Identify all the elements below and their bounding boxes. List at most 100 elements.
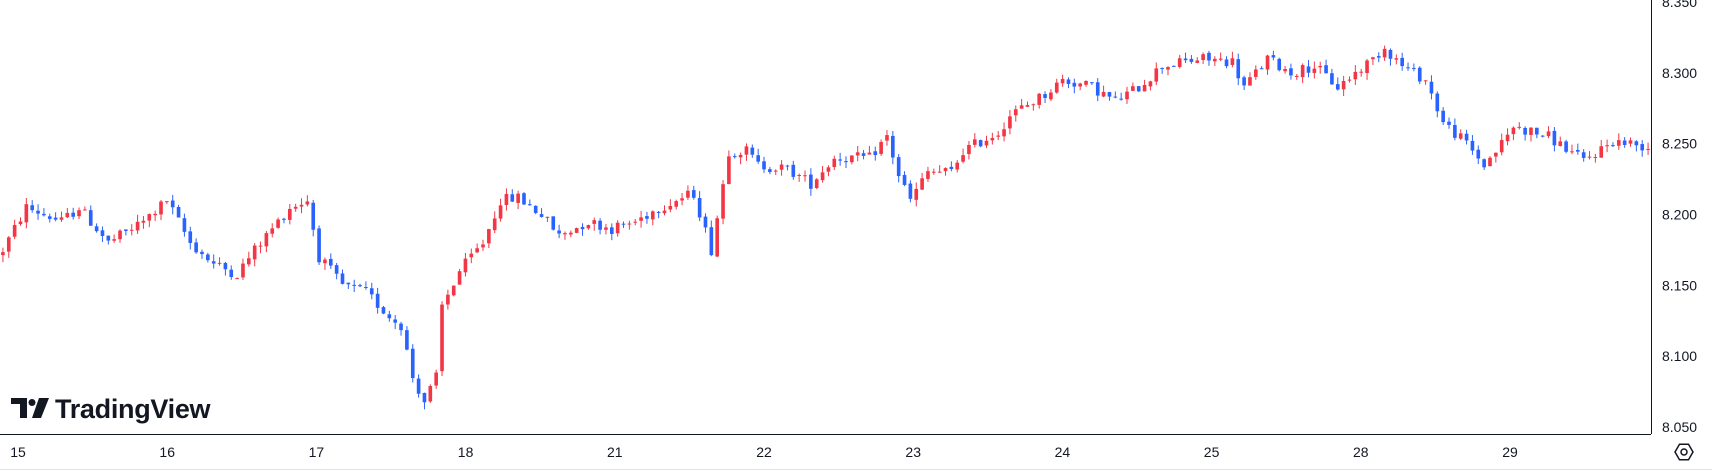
candle-body [241,263,245,278]
candle-body [598,220,602,230]
candle-body [686,190,690,198]
candle-body [721,184,725,219]
candle-body [563,233,567,235]
candle-body [410,348,415,379]
candle-body [1382,48,1387,58]
y-tick-label: 8.100 [1662,348,1697,364]
x-tick-label: 28 [1353,444,1369,460]
candle-body [1160,67,1164,69]
candle-body [1253,69,1258,77]
candle-body [223,262,228,270]
candle-body [504,193,509,206]
candle-body [1587,156,1592,158]
candle-body [1599,146,1604,158]
candle-body [592,220,597,224]
candle-body [1511,127,1516,135]
candle-body [176,207,181,218]
candle-body [1470,140,1475,151]
settings-button[interactable] [1668,440,1700,468]
candle-body [1283,69,1287,72]
candle-body [1,252,5,256]
tradingview-logo-icon [11,398,49,418]
candle-body [346,282,351,285]
candle-body [1136,86,1141,92]
y-tick-label: 8.250 [1662,136,1697,152]
candle-body [633,221,638,223]
candle-body [498,205,503,219]
candle-body [1008,116,1012,129]
candle-body [902,174,907,185]
candle-body [258,245,263,247]
candle-body [1084,80,1088,85]
candle-body [323,259,327,264]
candle-body [785,165,790,167]
candle-body [1236,59,1241,79]
candle-body [715,218,720,257]
candle-body [1523,127,1527,135]
candle-body [674,201,679,207]
candle-body [1213,58,1217,62]
candle-body [539,214,544,217]
candle-body [135,221,140,231]
candle-body [481,244,485,248]
candle-body [1142,85,1147,92]
candle-body [369,288,374,295]
candle-body [1447,121,1451,125]
candle-body [1388,49,1393,59]
candle-body [931,171,936,173]
candle-body [680,198,684,201]
candle-body [873,151,878,156]
candle-body [1353,71,1358,80]
candle-body [1131,86,1135,91]
candle-body [978,140,983,147]
candle-body [141,220,146,223]
candle-body [1546,131,1551,137]
candle-body [1324,65,1328,74]
candle-body [1066,79,1071,84]
candle-body [1049,92,1053,100]
candle-body [124,229,128,231]
candle-body [1177,58,1182,67]
candle-body [727,156,731,185]
x-tick-label: 18 [458,444,474,460]
candle-body [352,284,357,286]
candle-body [615,222,620,234]
candle-body [990,137,995,141]
candle-body [1581,152,1586,158]
candle-body [896,157,901,177]
candle-body [762,161,766,170]
candle-body [1429,81,1434,94]
candle-body [153,213,157,216]
candle-body [1453,124,1457,138]
candle-body [627,223,632,225]
candle-body [6,237,11,252]
candle-body [59,217,64,220]
candle-body [252,245,257,260]
candle-body [768,169,772,173]
candle-body [1019,105,1024,109]
candle-body [937,171,942,173]
candle-body [1172,65,1176,67]
candle-body [522,193,526,205]
candle-body [1189,58,1194,62]
candle-body [282,218,286,220]
candle-body [1119,98,1123,100]
candle-body [1529,127,1533,135]
candle-body [334,265,339,274]
candle-body [1306,66,1311,73]
candle-body [1423,80,1428,82]
candle-body [838,159,842,161]
candle-body [779,164,784,170]
candle-body [1218,58,1223,60]
candle-body [293,206,298,209]
candle-body [1341,80,1346,90]
candle-body [914,188,919,200]
y-axis-ticks: 8.050 8.100 8.150 8.200 8.250 8.300 8.350 [1662,0,1697,435]
candle-body [305,201,310,205]
candle-body [1371,57,1375,60]
candle-body [416,378,421,394]
candle-body [451,285,456,296]
brand-name: TradingView [55,394,212,424]
gear-icon [1674,443,1694,461]
candle-body [1564,141,1568,152]
